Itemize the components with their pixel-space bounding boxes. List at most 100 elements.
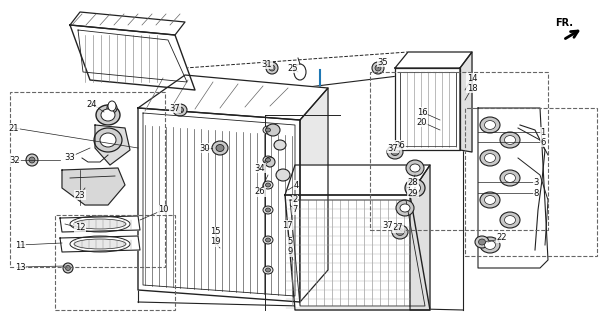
Ellipse shape [396,228,404,236]
Text: 22: 22 [497,234,508,243]
Ellipse shape [265,208,270,212]
Ellipse shape [107,103,117,113]
Ellipse shape [372,62,384,74]
Ellipse shape [266,62,278,74]
Polygon shape [285,165,430,195]
Text: FR.: FR. [555,18,573,28]
Text: 30: 30 [199,143,210,153]
Text: 29: 29 [407,188,418,197]
Ellipse shape [263,206,273,214]
Ellipse shape [265,268,270,272]
Text: 11: 11 [15,241,25,250]
Polygon shape [410,165,430,310]
Text: 18: 18 [467,84,477,92]
Ellipse shape [265,183,270,187]
Ellipse shape [504,216,515,224]
Ellipse shape [263,156,273,164]
Ellipse shape [375,65,381,71]
Ellipse shape [405,179,425,197]
Bar [10,92,165,267]
Ellipse shape [480,192,500,208]
Ellipse shape [100,133,116,147]
Ellipse shape [108,101,116,111]
Ellipse shape [484,154,495,163]
Text: 1: 1 [540,127,545,137]
Ellipse shape [478,239,486,245]
Ellipse shape [29,157,35,163]
Ellipse shape [96,105,120,125]
Polygon shape [285,195,430,310]
Bar [370,72,548,230]
Text: 31: 31 [262,60,272,68]
Text: 21: 21 [9,124,20,132]
Ellipse shape [500,212,520,228]
Polygon shape [395,52,472,68]
Ellipse shape [480,117,500,133]
Ellipse shape [480,150,500,166]
Text: 27: 27 [393,223,403,233]
Ellipse shape [74,219,126,229]
Ellipse shape [173,104,187,116]
Text: 5: 5 [287,237,293,246]
Polygon shape [138,108,300,302]
Polygon shape [70,25,195,90]
Ellipse shape [294,64,306,80]
Text: 28: 28 [407,178,418,187]
Text: 36: 36 [395,140,406,149]
Text: 8: 8 [533,188,539,197]
Ellipse shape [409,183,420,193]
Ellipse shape [70,236,130,252]
Ellipse shape [265,238,270,242]
Text: 14: 14 [467,74,477,83]
Ellipse shape [276,169,290,181]
Ellipse shape [484,121,495,129]
Ellipse shape [265,128,270,132]
Ellipse shape [500,132,520,148]
Ellipse shape [265,158,270,162]
Ellipse shape [63,263,73,273]
Polygon shape [300,88,328,302]
Polygon shape [460,52,472,152]
Text: 23: 23 [74,190,85,199]
Polygon shape [70,12,185,35]
Ellipse shape [406,160,424,176]
Ellipse shape [263,236,273,244]
Ellipse shape [480,237,500,253]
Polygon shape [138,75,328,120]
Polygon shape [60,236,140,252]
Ellipse shape [269,65,275,71]
Polygon shape [478,108,548,268]
Ellipse shape [387,145,403,159]
Text: 6: 6 [540,138,546,147]
Ellipse shape [94,128,122,152]
Text: 25: 25 [288,63,298,73]
Text: 15: 15 [210,228,220,236]
Ellipse shape [391,148,399,156]
Ellipse shape [101,109,115,121]
Text: 34: 34 [255,164,265,172]
Polygon shape [62,168,125,205]
Ellipse shape [216,145,224,151]
Text: 33: 33 [65,153,76,162]
Ellipse shape [263,126,273,134]
Text: 7: 7 [292,205,298,214]
Text: 26: 26 [255,188,265,196]
Ellipse shape [263,266,273,274]
Ellipse shape [265,157,275,167]
Text: 35: 35 [378,58,389,67]
Ellipse shape [392,225,408,239]
Ellipse shape [274,140,286,150]
Ellipse shape [484,241,495,249]
Text: 37: 37 [382,220,393,229]
Ellipse shape [396,200,414,216]
Ellipse shape [212,141,228,155]
Text: 32: 32 [10,156,20,164]
Text: 13: 13 [15,262,25,271]
Ellipse shape [74,239,126,249]
Ellipse shape [400,204,410,212]
Ellipse shape [176,107,184,113]
Text: 37: 37 [387,143,398,153]
Text: 20: 20 [417,117,427,126]
Ellipse shape [266,124,280,136]
Ellipse shape [484,196,495,204]
